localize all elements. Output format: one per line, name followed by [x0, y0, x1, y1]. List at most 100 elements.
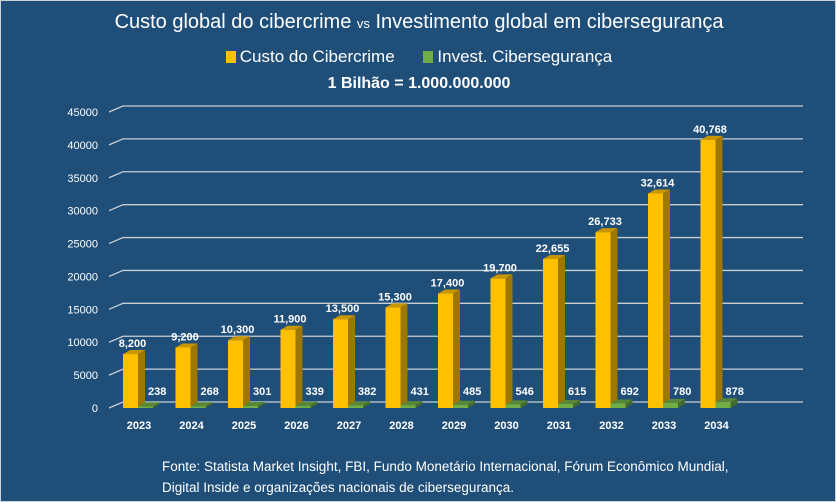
y-tick-label: 25000 [67, 239, 98, 251]
bar-top [138, 402, 160, 407]
bar-side [715, 135, 723, 408]
bar-side [520, 400, 528, 408]
data-label-invest: 615 [568, 386, 586, 398]
data-label-invest: 238 [148, 386, 166, 398]
bar-side [663, 189, 670, 408]
bar-invest [453, 404, 468, 408]
bar-side [558, 254, 565, 408]
data-label-invest: 692 [621, 386, 639, 398]
bar-side [348, 315, 355, 408]
bar-side [243, 336, 250, 408]
data-label-custo: 8,200 [119, 338, 147, 350]
data-label-invest: 780 [673, 386, 691, 398]
data-label-custo: 15,300 [378, 291, 412, 303]
data-label-invest: 546 [516, 386, 534, 398]
data-label-custo: 13,500 [326, 303, 360, 315]
bar-side [258, 402, 265, 408]
legend-item-custo: Custo do Cibercrime [225, 47, 395, 67]
y-tick-label: 15000 [67, 304, 98, 316]
y-tick-label: 30000 [67, 206, 98, 218]
gridline [108, 335, 803, 343]
bar-top [348, 401, 370, 406]
bar-top [400, 401, 423, 406]
bar-invest [348, 405, 363, 408]
data-label-invest: 431 [411, 386, 429, 398]
bar-custo [280, 329, 296, 408]
x-tick-label: 2030 [494, 420, 518, 432]
bar-top [295, 401, 318, 406]
data-label-custo: 11,900 [273, 314, 306, 326]
x-tick-label: 2024 [179, 420, 204, 432]
bar-side [505, 274, 513, 408]
bar-custo [385, 307, 401, 408]
x-tick-label: 2033 [652, 420, 676, 432]
source-note: Fonte: Statista Market Insight, FBI, Fun… [162, 459, 729, 495]
data-label-custo: 22,655 [536, 243, 570, 255]
bar-top [453, 400, 475, 405]
bar-invest [715, 402, 731, 408]
bar-custo [123, 354, 138, 408]
bar-invest [295, 405, 311, 408]
y-tick-label: 0 [92, 403, 98, 415]
gridline [108, 302, 803, 310]
x-tick-label: 2029 [442, 420, 466, 432]
bar-custo [595, 232, 611, 408]
gridline [108, 171, 803, 179]
y-tick-label: 20000 [67, 271, 98, 283]
bar-custo [228, 340, 243, 408]
data-label-custo: 9,200 [171, 331, 199, 343]
y-tick-label: 10000 [67, 337, 98, 349]
y-tick-label: 40000 [67, 140, 98, 152]
bar-side [190, 343, 198, 408]
bar-custo [543, 258, 558, 408]
x-tick-label: 2032 [599, 420, 623, 432]
chart-title: Custo global do cibercrime vs Investimen… [114, 11, 724, 33]
legend-swatch-invest [423, 51, 434, 63]
bar-side [678, 398, 685, 408]
y-tick-label: 5000 [74, 370, 98, 382]
bar-invest [138, 406, 153, 408]
bar-top [333, 315, 355, 320]
gridline [108, 138, 803, 146]
bar-top [543, 254, 565, 259]
bar-invest [558, 403, 573, 408]
bar-top [190, 402, 213, 407]
gridline [108, 236, 803, 245]
data-label-invest: 878 [726, 386, 744, 398]
bar-side [453, 289, 460, 408]
x-tick-label: 2023 [127, 420, 151, 432]
bar-custo [648, 193, 663, 408]
bar-side [400, 303, 408, 408]
gridline [108, 204, 803, 212]
bar-invest [243, 406, 258, 408]
bar-side [205, 402, 213, 408]
data-label-invest: 339 [306, 386, 324, 398]
bar-top [700, 135, 723, 140]
x-tick-label: 2026 [284, 420, 308, 432]
bar-invest [663, 402, 678, 408]
bar-invest [400, 405, 416, 408]
legend: Custo do Cibercrime Invest. Ciberseguran… [1, 47, 835, 68]
x-tick-label: 2034 [704, 420, 729, 432]
x-tick-label: 2027 [337, 420, 361, 432]
bar-side [153, 402, 160, 408]
bar-top [243, 402, 265, 407]
bar-top [280, 325, 303, 330]
bar-custo [700, 139, 716, 408]
data-label-custo: 26,733 [588, 216, 622, 228]
gridline [108, 105, 803, 113]
data-label-custo: 32,614 [641, 177, 676, 189]
gridline [108, 269, 803, 278]
bar-side [415, 401, 423, 408]
bar-top [610, 399, 633, 404]
chart-subtitle: 1 Bilhão = 1.000.000.000 [327, 75, 511, 92]
bar-top [663, 398, 685, 403]
bar-top [490, 274, 513, 279]
bar-top [385, 303, 408, 308]
legend-swatch-custo [225, 51, 236, 63]
bar-invest [190, 406, 206, 408]
bar-side [363, 401, 370, 408]
data-label-custo: 19,700 [483, 262, 517, 274]
x-tick-label: 2025 [232, 420, 256, 432]
